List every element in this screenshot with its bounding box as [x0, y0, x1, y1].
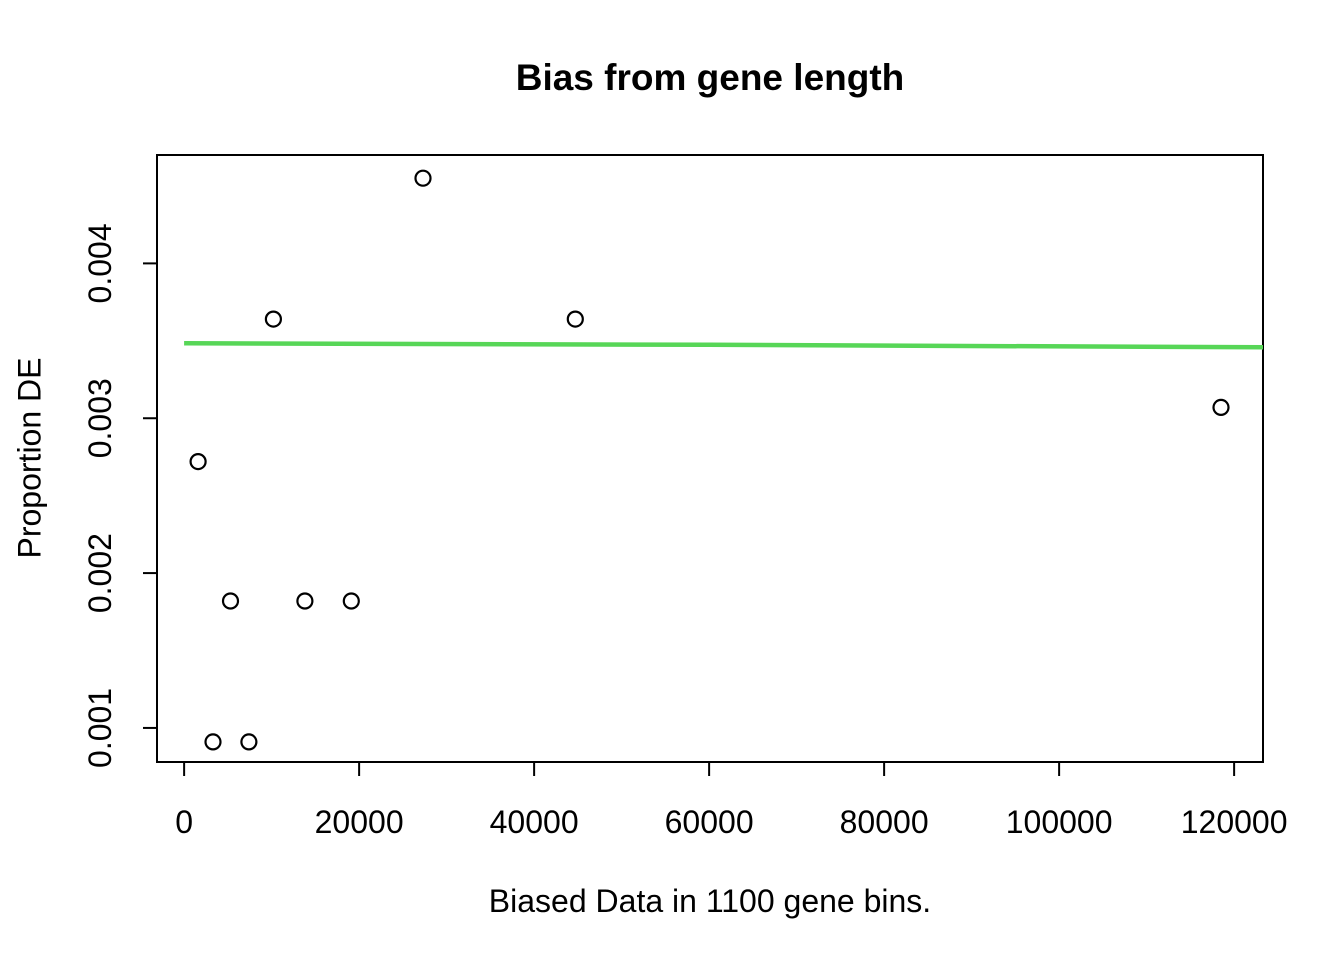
data-point	[342, 592, 360, 610]
chart-title: Bias from gene length	[515, 57, 905, 98]
x-tick-label: 0	[175, 804, 193, 840]
fit-line	[184, 341, 1264, 350]
x-tick-label: 80000	[840, 804, 929, 840]
y-tick-label: 0.001	[82, 688, 118, 768]
y-tick-label: 0.004	[82, 223, 118, 303]
data-point	[414, 169, 432, 187]
x-axis-label: Biased Data in 1100 gene bins.	[488, 883, 932, 919]
y-tick-label: 0.002	[82, 533, 118, 613]
data-point	[240, 733, 258, 751]
plot-border	[156, 154, 1264, 763]
data-point	[296, 592, 314, 610]
data-point	[1212, 398, 1230, 416]
x-tick-label: 20000	[315, 804, 404, 840]
y-tick-label: 0.003	[82, 378, 118, 458]
data-point	[204, 733, 222, 751]
x-tick-label: 100000	[1006, 804, 1113, 840]
x-tick-label: 120000	[1181, 804, 1288, 840]
x-tick-label: 60000	[665, 804, 754, 840]
data-point	[189, 453, 207, 471]
data-point	[566, 310, 584, 328]
data-point	[264, 310, 282, 328]
x-tick-label: 40000	[490, 804, 579, 840]
data-point	[221, 592, 240, 610]
